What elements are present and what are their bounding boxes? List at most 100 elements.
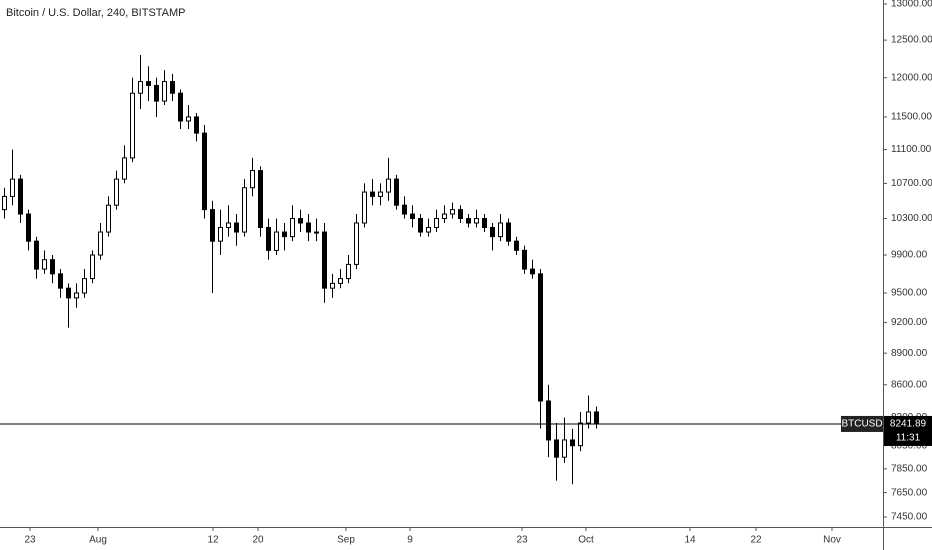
x-tick-label: Nov [823,535,841,546]
y-tick-label: 12000.00 [891,72,932,83]
symbol-box [841,415,883,432]
candle-body [362,191,367,224]
candle-body [34,240,39,270]
candle-body [234,222,239,233]
candle-body [306,222,311,233]
candle-body [442,213,447,220]
candle-body [90,254,95,280]
chart-title: Bitcoin / U.S. Dollar, 240, BITSTAMP [6,7,186,19]
candle-body [514,240,519,251]
candle-body [466,218,471,224]
candle-body [18,178,23,215]
y-tick-label: 13000.00 [891,0,932,10]
candle-body [434,218,439,229]
candle-body [538,273,543,402]
candle-body [186,116,191,122]
candle-body [226,222,231,229]
candle-body [458,209,463,220]
candle-body [338,278,343,284]
candle-body [162,81,167,102]
candle-body [82,278,87,294]
candle-body [266,227,271,251]
candle-body [66,287,71,299]
x-tick-label: 23 [24,535,36,546]
candle-body [274,231,279,251]
candle-body [74,292,79,299]
x-tick-label: 22 [750,535,762,546]
candle-body [522,249,527,270]
candle-body [194,116,199,134]
candle-body [418,218,423,233]
candle-body [210,209,215,242]
candle-body [2,195,7,211]
price-box [884,415,932,446]
candle-body [490,227,495,238]
candle-body [378,191,383,197]
x-tick-label: Sep [337,535,355,546]
y-tick-label: 8900.00 [891,348,928,359]
candle-body [322,231,327,289]
candle-body [386,178,391,193]
y-tick-label: 12500.00 [891,35,932,46]
candle-body [50,259,55,275]
candle-body [130,92,135,159]
candle-body [138,81,143,94]
candle-body [370,191,375,197]
price-label: 8241.89 [890,419,927,430]
y-tick-label: 7650.00 [891,487,928,498]
candle-body [250,170,255,189]
candle-body [570,439,575,447]
candle-body [578,422,583,447]
y-tick-label: 8600.00 [891,379,928,390]
y-tick-label: 7450.00 [891,512,928,523]
candle-body [554,439,559,458]
candle-body [122,157,127,180]
x-tick-label: Aug [89,535,107,546]
candle-body [346,263,351,280]
candle-body [314,231,319,234]
x-tick-label: Oct [578,535,594,546]
candle-body [546,400,551,441]
y-tick-label: 9200.00 [891,317,928,328]
candle-body [258,170,263,229]
candle-body [530,268,535,275]
symbol-label: BTCUSD [841,419,882,430]
candle-body [178,92,183,122]
candle-body [450,209,455,215]
candle-body [394,178,399,206]
y-tick-label: 7850.00 [891,463,928,474]
x-tick-label: 23 [516,535,528,546]
candle-body [354,222,359,265]
y-tick-label: 10700.00 [891,178,932,189]
candle-body [282,231,287,238]
candle-body [218,227,223,242]
candle-body [426,227,431,233]
x-tick-label: 20 [252,535,264,546]
candle-body [26,213,31,242]
y-tick-label: 9500.00 [891,288,928,299]
candle-body [586,411,591,424]
y-tick-label: 10300.00 [891,213,932,224]
candle-body [402,204,407,215]
y-tick-label: 11500.00 [891,112,932,123]
x-tick-label: 14 [684,535,696,546]
candle-body [114,178,119,206]
candle-body [498,222,503,238]
candle-body [242,187,247,233]
candle-body [474,218,479,224]
candle-body [58,273,63,289]
countdown-label: 11:31 [896,433,921,444]
candle-body [482,218,487,229]
candle-body [42,259,47,270]
candle-body [202,132,207,211]
candle-body [562,439,567,458]
candle-body [506,222,511,242]
x-tick-label: 12 [207,535,219,546]
candle-body [106,204,111,233]
y-tick-label: 11100.00 [891,144,932,155]
candle-body [170,81,175,94]
x-tick-label: 9 [407,535,413,546]
y-tick-label: 9900.00 [891,250,928,261]
candle-body [290,218,295,238]
